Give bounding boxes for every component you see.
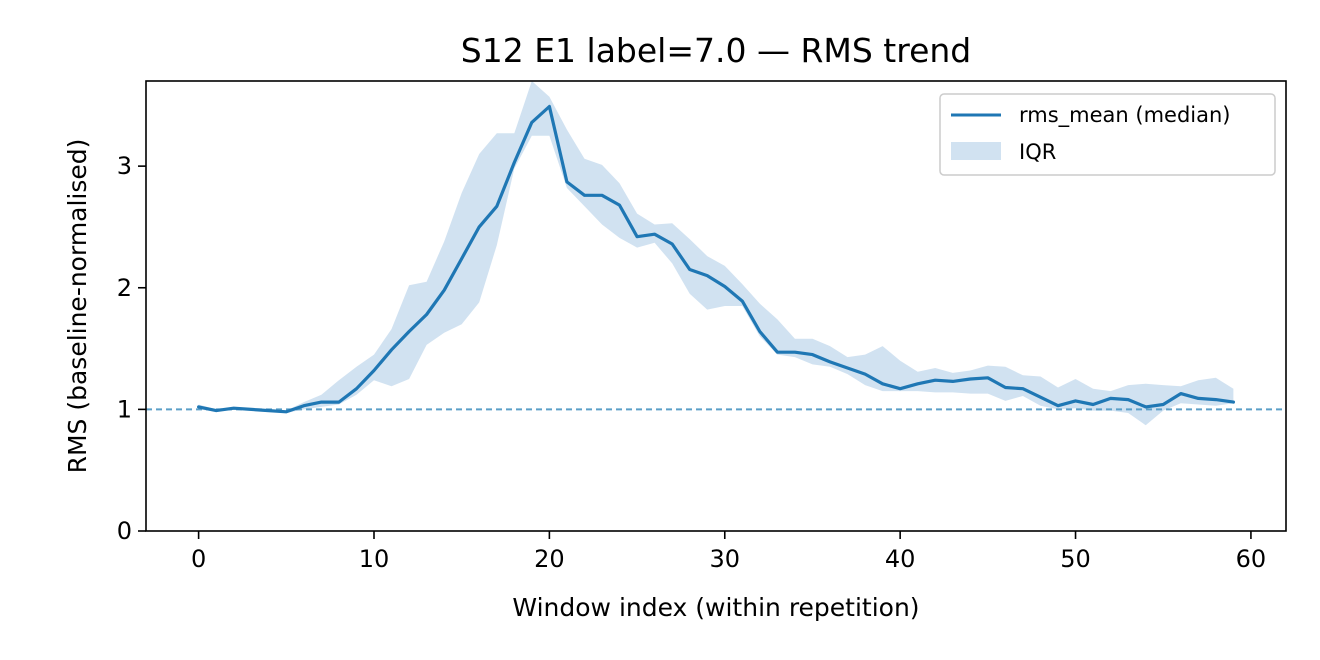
iqr-band [198, 81, 1234, 426]
x-tick-label: 60 [1236, 545, 1267, 573]
x-tick-label: 10 [359, 545, 390, 573]
legend-frame [939, 93, 1276, 176]
y-tick-label: 0 [117, 517, 132, 545]
y-tick-label: 3 [117, 152, 132, 180]
y-axis: 0 1 2 3 [117, 152, 146, 545]
x-tick-label: 0 [191, 545, 206, 573]
legend-label-iqr: IQR [1019, 140, 1056, 164]
y-tick-label: 1 [117, 395, 132, 423]
legend-band-swatch [951, 142, 1001, 160]
x-axis: 0 10 20 30 40 50 60 [191, 531, 1266, 573]
y-tick-label: 2 [117, 274, 132, 302]
x-tick-label: 50 [1060, 545, 1091, 573]
plot-frame [145, 80, 1287, 532]
median-line [197, 104, 1236, 414]
plot-area [146, 81, 1286, 426]
x-tick-label: 40 [885, 545, 916, 573]
x-tick-label: 20 [534, 545, 565, 573]
chart-title: S12 E1 label=7.0 — RMS trend [461, 31, 971, 70]
y-axis-label: RMS (baseline-normalised) [63, 139, 92, 474]
legend-label-median: rms_mean (median) [1019, 103, 1231, 128]
legend: rms_mean (median) IQR [939, 93, 1276, 176]
x-axis-label: Window index (within repetition) [512, 593, 919, 622]
x-tick-label: 30 [709, 545, 740, 573]
